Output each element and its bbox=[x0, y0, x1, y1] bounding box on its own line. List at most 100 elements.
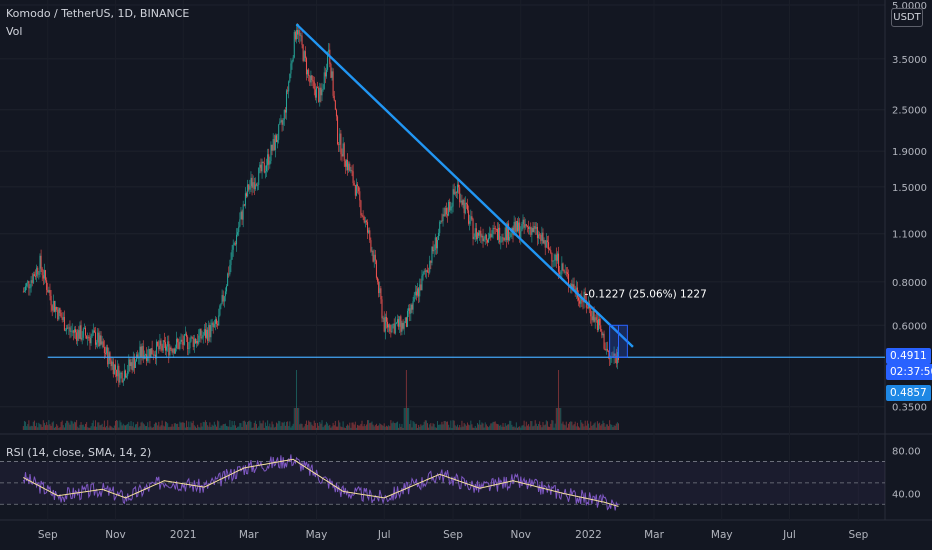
volume-bar bbox=[45, 425, 47, 430]
candle-body bbox=[432, 246, 434, 252]
volume-bar bbox=[67, 420, 69, 430]
volume-bar bbox=[395, 422, 397, 430]
volume-bar bbox=[262, 420, 264, 430]
volume-bar bbox=[402, 427, 404, 430]
candle-body bbox=[63, 317, 65, 331]
volume-bar bbox=[588, 423, 590, 430]
candle-body bbox=[561, 263, 563, 274]
candle-body bbox=[453, 189, 455, 195]
candle-body bbox=[341, 154, 343, 157]
candle-body bbox=[526, 226, 528, 227]
volume-bar bbox=[589, 427, 591, 430]
volume-bar bbox=[199, 427, 201, 430]
candle-body bbox=[417, 288, 419, 296]
volume-bar bbox=[407, 408, 409, 430]
candle-body bbox=[216, 319, 218, 324]
volume-bar bbox=[369, 423, 371, 430]
volume-bar bbox=[314, 422, 316, 430]
volume-bar bbox=[439, 424, 441, 430]
candle-body bbox=[430, 260, 432, 263]
volume-bar bbox=[483, 427, 485, 430]
volume-bar bbox=[360, 423, 362, 430]
candle-body bbox=[220, 303, 222, 306]
candle-body bbox=[23, 290, 25, 292]
volume-bar bbox=[584, 420, 586, 430]
candle-body bbox=[465, 202, 467, 205]
volume-bar bbox=[548, 426, 550, 430]
candle-body bbox=[397, 319, 399, 323]
candle-body bbox=[223, 296, 225, 302]
volume-bar bbox=[32, 421, 34, 430]
candle-body bbox=[325, 69, 327, 77]
volume-bar bbox=[283, 421, 285, 430]
candle-body bbox=[333, 95, 335, 101]
volume-bar bbox=[424, 420, 426, 430]
candle-body bbox=[384, 316, 386, 332]
volume-bar bbox=[183, 422, 185, 430]
volume-bar bbox=[22, 426, 24, 430]
candle-body bbox=[516, 220, 518, 232]
volume-bar bbox=[468, 424, 470, 430]
candle-body bbox=[134, 361, 136, 369]
volume-bar bbox=[48, 420, 50, 430]
volume-bar bbox=[308, 420, 310, 430]
volume-bar bbox=[359, 425, 361, 430]
candle-body bbox=[531, 228, 533, 235]
candle-body bbox=[407, 310, 409, 327]
volume-bar bbox=[65, 423, 67, 430]
candle-body bbox=[194, 338, 196, 344]
candle-body bbox=[349, 163, 351, 172]
volume-bar bbox=[456, 424, 458, 430]
volume-bar bbox=[503, 426, 505, 430]
currency-badge[interactable]: USDT bbox=[891, 8, 923, 27]
volume-bar bbox=[169, 426, 171, 430]
volume-bar bbox=[307, 425, 309, 430]
candle-body bbox=[483, 238, 485, 242]
volume-bar bbox=[452, 420, 454, 430]
volume-bar bbox=[180, 422, 182, 430]
volume-bar bbox=[482, 423, 484, 430]
candle-body bbox=[33, 274, 35, 276]
trendline[interactable] bbox=[295, 23, 634, 348]
candle-body bbox=[310, 75, 312, 83]
candle-body bbox=[409, 308, 411, 314]
volume-bar bbox=[114, 421, 116, 430]
volume-bar bbox=[240, 423, 242, 430]
rsi-tick-label: 40.00 bbox=[892, 490, 921, 501]
volume-bar bbox=[76, 420, 78, 430]
volume-bar bbox=[541, 427, 543, 430]
candle-body bbox=[411, 304, 413, 310]
candle-body bbox=[600, 325, 602, 332]
candle-body bbox=[548, 242, 550, 250]
candle-body bbox=[515, 220, 517, 232]
candle-body bbox=[104, 353, 106, 354]
volume-bar bbox=[174, 423, 176, 430]
candle-body bbox=[471, 216, 473, 220]
price-tick-label: 2.5000 bbox=[892, 106, 927, 117]
volume-bar bbox=[202, 421, 204, 430]
candle-body bbox=[321, 89, 323, 96]
candle-body bbox=[298, 30, 300, 35]
candle-body bbox=[361, 215, 363, 216]
volume-bar bbox=[190, 421, 192, 430]
candle-body bbox=[382, 317, 384, 319]
volume-bar bbox=[204, 420, 206, 430]
candle-body bbox=[320, 87, 322, 96]
volume-bar bbox=[514, 427, 516, 430]
volume-bar bbox=[203, 422, 205, 430]
candle-body bbox=[112, 361, 114, 375]
volume-bar bbox=[136, 424, 138, 430]
volume-bar bbox=[430, 423, 432, 430]
candle-body bbox=[530, 227, 532, 235]
volume-bar bbox=[428, 427, 430, 430]
candle-body bbox=[200, 329, 202, 339]
volume-bar bbox=[455, 426, 457, 430]
volume-bar bbox=[429, 424, 431, 430]
volume-bar bbox=[36, 422, 38, 430]
candle-body bbox=[501, 237, 503, 242]
volume-bar bbox=[582, 423, 584, 430]
candle-body bbox=[86, 335, 88, 339]
candle-body bbox=[199, 329, 201, 336]
candle-body bbox=[434, 237, 436, 251]
candle-body bbox=[217, 323, 219, 326]
